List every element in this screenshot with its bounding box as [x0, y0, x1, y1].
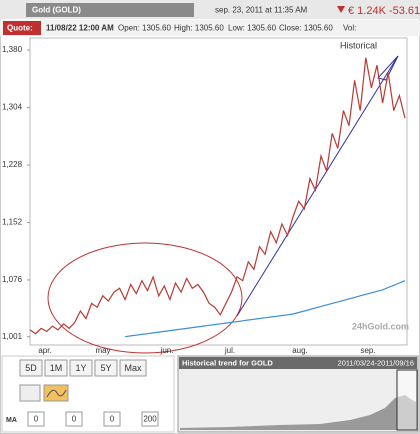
range-button[interactable]: [19, 359, 43, 377]
trend-line: [236, 55, 399, 317]
y-tick-label: 1,076: [2, 275, 23, 284]
quote-low: Low: 1305.60: [228, 24, 277, 33]
y-tick-label: 1,304: [2, 103, 23, 112]
header-price: € 1.24K -53.61: [348, 5, 420, 17]
quote-label-bg: [3, 21, 41, 35]
x-tick-label: aug.: [292, 346, 308, 355]
range-button-label: 1M: [50, 363, 63, 373]
ma-input-value: 0: [34, 415, 39, 424]
x-tick-label: jun.: [160, 346, 174, 355]
header-timestamp: sep. 23, 2011 at 11:35 AM: [215, 6, 308, 15]
ma-input-value: 200: [143, 415, 157, 424]
range-button-label: 5Y: [100, 363, 111, 373]
quote-close: Close: 1305.60: [279, 24, 333, 33]
plot-area: [29, 37, 408, 346]
header-title: Gold (GOLD): [32, 6, 81, 15]
ma-input[interactable]: [103, 411, 121, 427]
range-button[interactable]: [44, 359, 68, 377]
y-tick-label: 1,001: [2, 332, 23, 341]
minimap-range: 2011/03/24-2011/09/16: [338, 358, 414, 367]
series-line: [125, 280, 406, 338]
ma-input[interactable]: [27, 411, 45, 427]
ma-input-value: 0: [72, 415, 77, 424]
minimap-window[interactable]: [396, 369, 418, 431]
x-tick-label: sep.: [360, 346, 375, 355]
x-tick-label: apr.: [38, 346, 51, 355]
ma-input[interactable]: [65, 411, 83, 427]
x-tick-label: jul.: [224, 346, 235, 355]
range-button-label: 1Y: [75, 363, 86, 373]
chart-type-button[interactable]: [43, 384, 69, 402]
x-tick-label: may: [95, 346, 110, 355]
minimap-header: [179, 357, 417, 369]
down-arrow: [337, 6, 345, 13]
y-tick-label: 1,380: [2, 45, 23, 54]
annotation: Historical: [340, 40, 377, 50]
quote-high: High: 1305.60: [174, 24, 224, 33]
chart-type-icon: [46, 389, 67, 398]
title-tab: [26, 3, 194, 17]
quote-label: Quote:: [7, 24, 33, 33]
print-button[interactable]: [19, 384, 41, 402]
quote-bar: [0, 20, 420, 36]
watermark: 24hGold.com: [352, 321, 409, 331]
ma-label: MA: [6, 417, 17, 424]
ma-input-value: 0: [110, 415, 115, 424]
y-tick-label: 1,228: [2, 160, 23, 169]
range-button[interactable]: [69, 359, 93, 377]
range-button[interactable]: [94, 359, 118, 377]
minimap-title: Historical trend for GOLD: [182, 358, 273, 367]
quote-vol: Vol:: [343, 24, 356, 33]
trend-arrow: [377, 55, 399, 81]
range-button-label: Max: [124, 363, 142, 373]
range-button[interactable]: [119, 359, 147, 377]
highlight-ellipse: [47, 242, 243, 354]
series-line: [29, 57, 406, 335]
ma-input[interactable]: [141, 411, 159, 427]
minimap-area: [180, 395, 416, 430]
quote-open: Open: 1305.60: [118, 24, 171, 33]
quote-date: 11/08/22 12:00 AM: [46, 24, 114, 33]
y-tick-label: 1,152: [2, 218, 23, 227]
range-button-label: 5D: [25, 363, 37, 373]
